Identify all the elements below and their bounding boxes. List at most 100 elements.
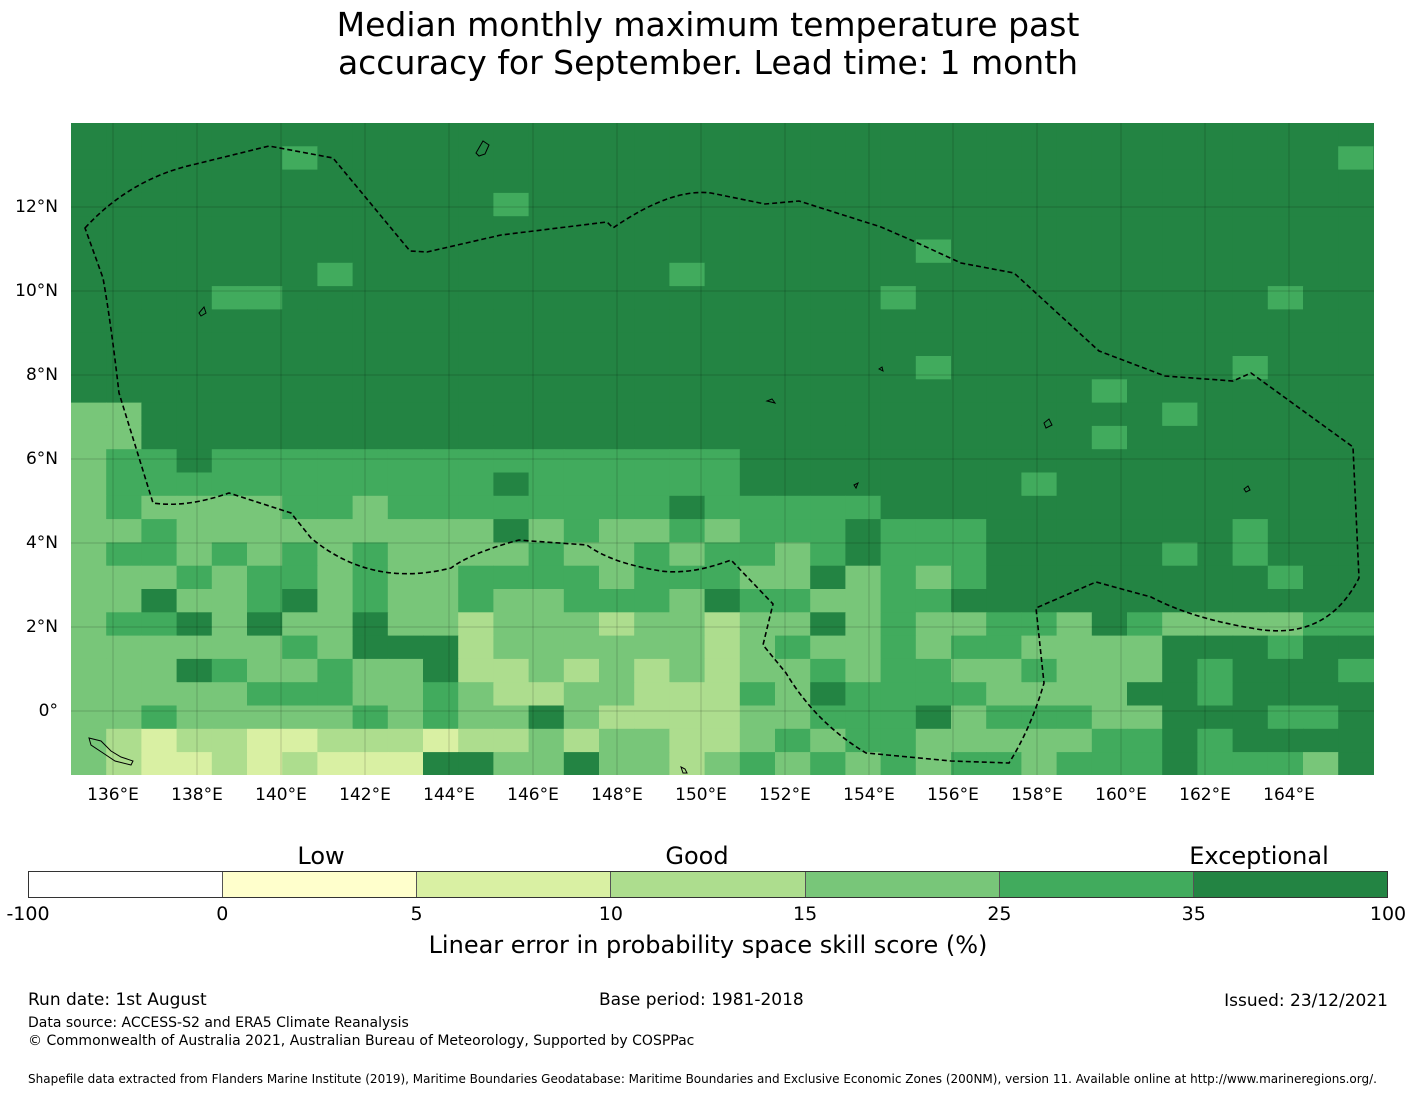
grid-cell <box>352 356 389 380</box>
grid-cell <box>247 495 283 520</box>
grid-cell <box>1267 542 1304 567</box>
grid-cell <box>71 402 107 427</box>
grid-cell <box>1127 262 1163 287</box>
grid-cell <box>387 216 424 241</box>
grid-cell <box>810 589 846 613</box>
grid-cell <box>563 449 600 474</box>
grid-cell <box>176 216 213 241</box>
grid-cell <box>951 192 987 217</box>
grid-cell <box>1021 705 1058 730</box>
grid-cell <box>1338 705 1374 730</box>
grid-cell <box>211 356 248 380</box>
grid-cell <box>845 495 882 520</box>
grid-cell <box>106 635 142 660</box>
grid-cell <box>599 332 635 357</box>
grid-cell <box>845 239 882 264</box>
grid-cell <box>880 705 917 730</box>
grid-cell <box>458 495 494 520</box>
grid-cell <box>563 728 600 753</box>
grid-cell <box>387 612 424 637</box>
grid-cell <box>1267 356 1304 380</box>
grid-cell <box>141 705 178 730</box>
grid-cell <box>493 658 530 683</box>
grid-cell <box>493 705 530 730</box>
grid-cell <box>387 542 424 567</box>
grid-cell <box>634 705 670 730</box>
grid-cell <box>1021 542 1058 567</box>
grid-cell <box>282 565 318 590</box>
grid-cell <box>880 658 917 683</box>
grid-cell <box>71 379 107 404</box>
grid-cell <box>458 239 494 264</box>
grid-cell <box>71 309 107 334</box>
grid-cell <box>1091 332 1128 357</box>
grid-cell <box>669 402 706 427</box>
grid-cell <box>810 332 846 357</box>
grid-cell <box>845 449 882 474</box>
grid-cell <box>739 589 776 613</box>
grid-cell <box>1091 519 1128 543</box>
grid-cell <box>1056 146 1093 171</box>
grid-cell <box>599 495 635 520</box>
grid-cell <box>704 728 741 753</box>
grid-cell <box>634 169 670 194</box>
grid-cell <box>775 192 811 217</box>
grid-cell <box>563 658 600 683</box>
grid-cell <box>1232 449 1269 474</box>
grid-cell <box>176 635 213 660</box>
grid-cell <box>423 589 459 613</box>
grid-cell <box>1303 192 1339 217</box>
latitude-label: 10°N <box>15 281 58 301</box>
grid-cell <box>1056 216 1093 241</box>
grid-cell <box>1197 332 1234 357</box>
grid-cell <box>775 682 811 707</box>
grid-cell <box>387 286 424 310</box>
grid-cell <box>211 449 248 474</box>
grid-cell <box>986 589 1022 613</box>
grid-cell <box>1338 589 1374 613</box>
grid-cell <box>317 449 354 474</box>
grid-cell <box>106 239 142 264</box>
grid-cell <box>211 752 248 775</box>
grid-cell <box>1338 262 1374 287</box>
grid-cell <box>775 519 811 543</box>
grid-cell <box>211 309 248 334</box>
grid-cell <box>739 658 776 683</box>
grid-cell <box>282 682 318 707</box>
grid-cell <box>810 705 846 730</box>
grid-cell <box>915 286 952 310</box>
grid-cell <box>704 425 741 450</box>
grid-cell <box>1162 472 1198 497</box>
grid-cell <box>176 682 213 707</box>
grid-cell <box>915 635 952 660</box>
grid-cell <box>1091 612 1128 637</box>
grid-cell <box>1056 658 1093 683</box>
grid-cell <box>141 309 178 334</box>
grid-cell <box>528 612 565 637</box>
grid-cell <box>634 519 670 543</box>
grid-cell <box>211 635 248 660</box>
grid-cell <box>1267 635 1304 660</box>
grid-cell <box>1338 192 1374 217</box>
grid-cell <box>1127 658 1163 683</box>
grid-cell <box>1373 472 1374 497</box>
grid-cell <box>317 425 354 450</box>
grid-cell <box>1338 472 1374 497</box>
grid-cell <box>247 752 283 775</box>
grid-cell <box>141 658 178 683</box>
grid-cell <box>176 728 213 753</box>
colorbar-label: Linear error in probability space skill … <box>428 931 988 959</box>
skill-score-map <box>71 123 1374 775</box>
grid-cell <box>1267 402 1304 427</box>
grid-cell <box>739 192 776 217</box>
grid-cell <box>845 402 882 427</box>
grid-cell <box>528 658 565 683</box>
grid-cell <box>71 589 107 613</box>
grid-cell <box>1373 216 1374 241</box>
grid-cell <box>352 216 389 241</box>
grid-cell <box>845 635 882 660</box>
grid-cell <box>634 495 670 520</box>
skill-grid <box>71 123 1374 775</box>
grid-cell <box>1373 542 1374 567</box>
grid-cell <box>352 752 389 775</box>
